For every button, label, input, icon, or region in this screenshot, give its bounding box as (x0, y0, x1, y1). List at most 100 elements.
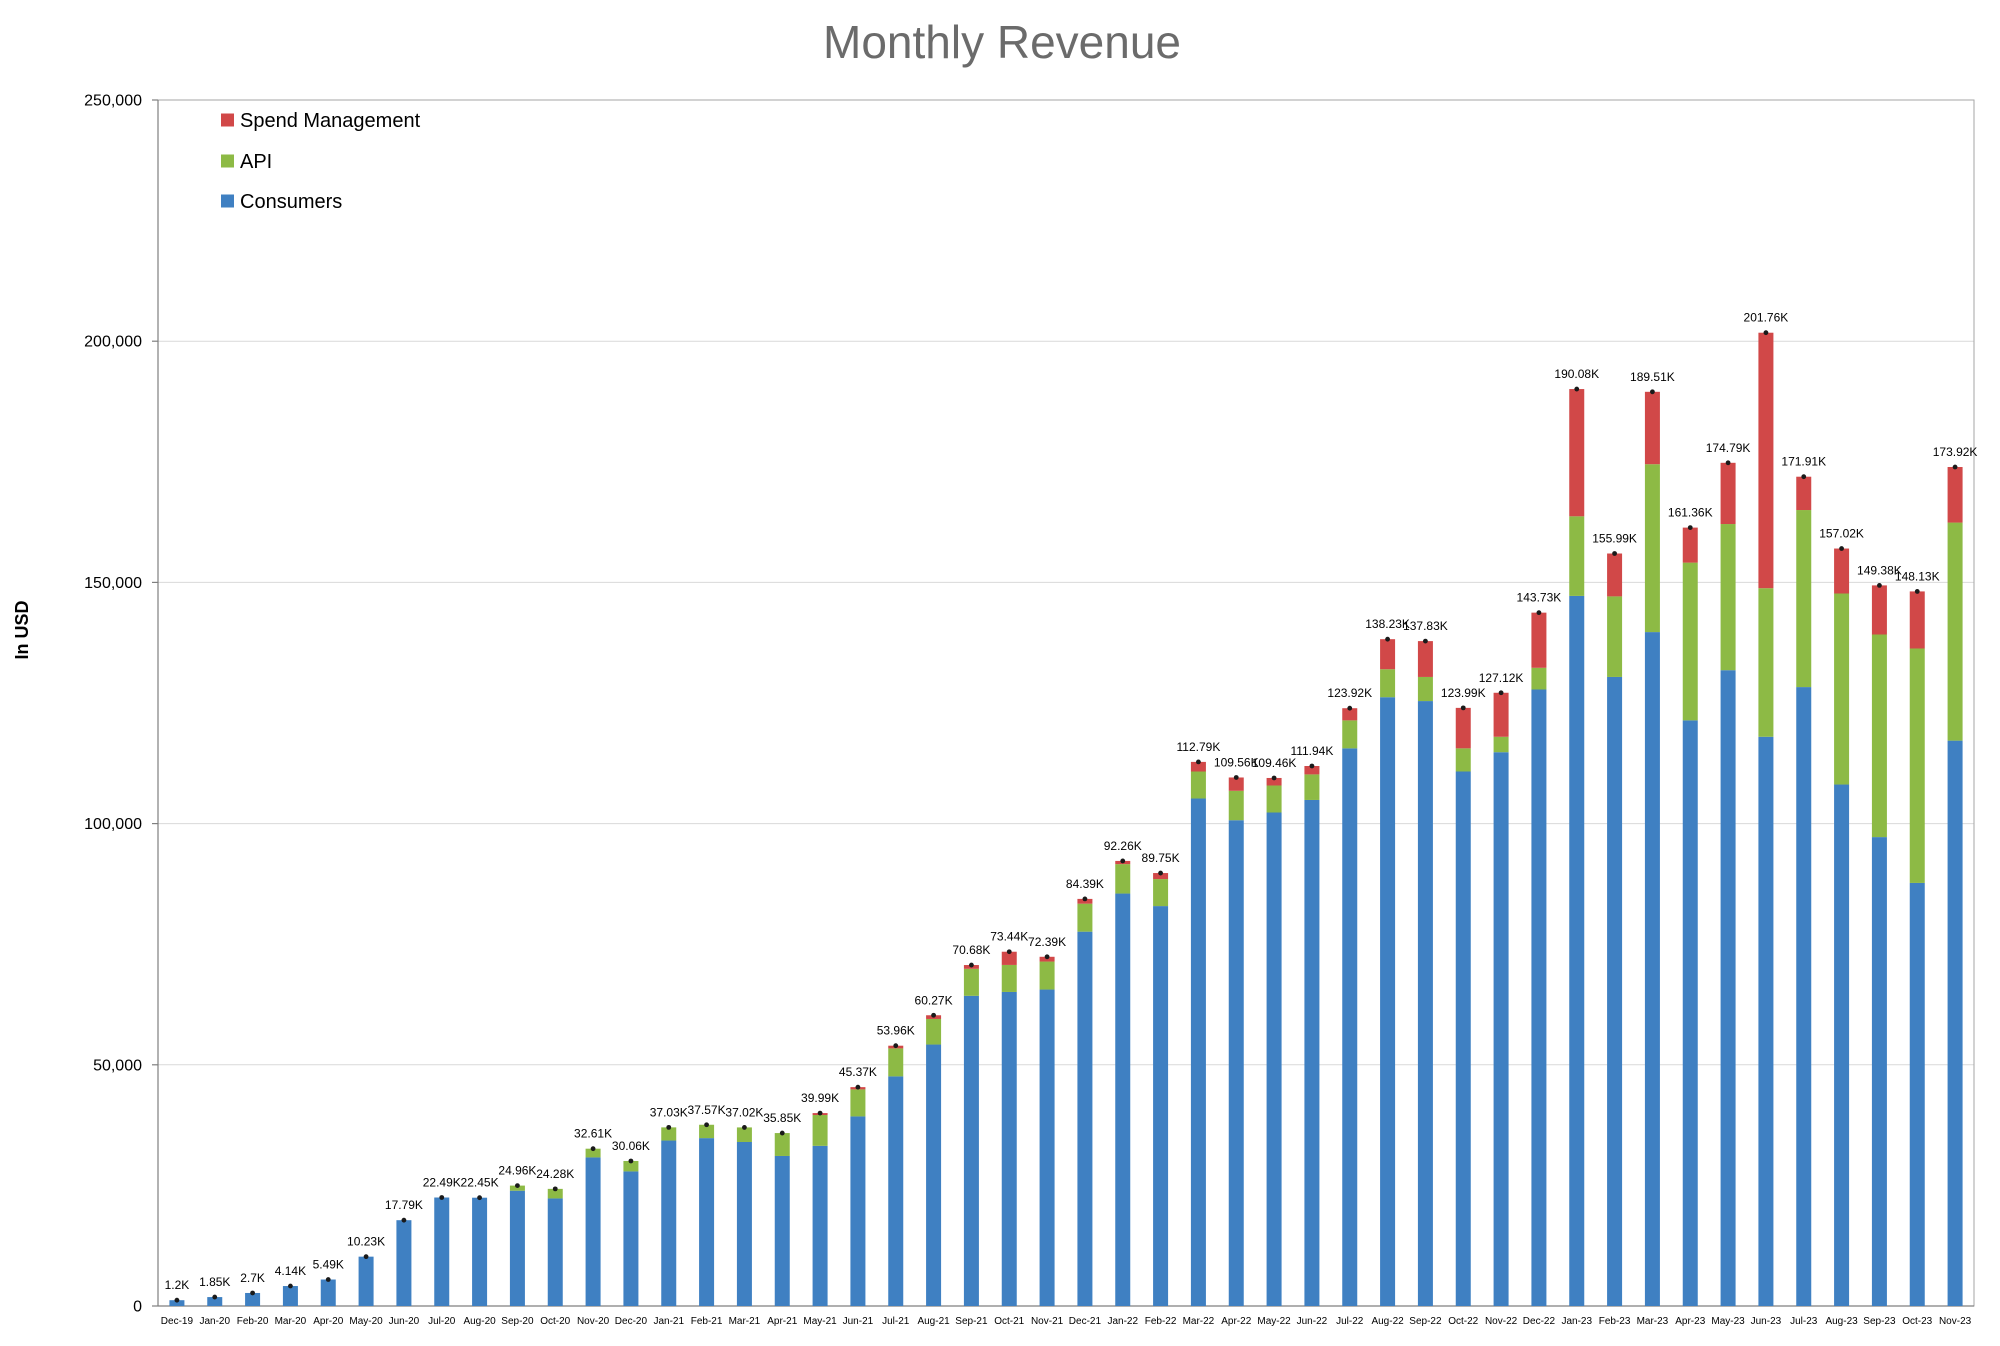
bar-api-oct-20 (547, 1188, 563, 1199)
bar-api-may-22 (1266, 785, 1282, 813)
total-marker-jan-23 (1574, 386, 1580, 392)
bar-api-may-21 (812, 1115, 828, 1146)
bar-consumers-apr-20 (320, 1279, 336, 1306)
bar-consumers-jun-20 (396, 1220, 412, 1306)
bar-api-aug-22 (1380, 669, 1396, 698)
bar-consumers-apr-21 (774, 1155, 790, 1306)
data-label-may-23: 174.79K (1706, 441, 1751, 455)
bar-api-nov-20 (585, 1148, 601, 1158)
data-label-jul-22: 123.92K (1327, 686, 1372, 700)
data-label-feb-23: 155.99K (1592, 532, 1637, 546)
bar-api-jun-21 (850, 1089, 866, 1117)
data-label-mar-23: 189.51K (1630, 370, 1675, 384)
data-label-jan-23: 190.08K (1554, 367, 1599, 381)
total-marker-aug-22 (1385, 636, 1390, 642)
legend-label-api: API (240, 151, 272, 173)
data-label-oct-23: 148.13K (1895, 569, 1940, 583)
data-label-sep-22: 137.83K (1403, 619, 1448, 633)
bar-api-mar-23 (1644, 464, 1660, 633)
total-marker-may-20 (363, 1254, 369, 1260)
x-tick-label-sep-23: Sep-23 (1863, 1316, 1896, 1327)
bar-consumers-jul-21 (888, 1076, 904, 1306)
x-tick-label-aug-22: Aug-22 (1371, 1316, 1404, 1327)
bar-spend-management-apr-22 (1228, 777, 1244, 791)
total-marker-jun-23 (1763, 330, 1769, 336)
bar-consumers-jan-23 (1569, 595, 1585, 1306)
data-label-feb-20: 2.7K (240, 1271, 265, 1285)
x-tick-label-mar-21: Mar-21 (729, 1316, 761, 1327)
bar-spend-management-may-22 (1266, 777, 1282, 786)
bar-consumers-feb-23 (1607, 676, 1623, 1306)
bar-api-oct-22 (1455, 748, 1471, 772)
y-tick-label-50000: 50,000 (93, 1057, 142, 1074)
x-tick-label-mar-20: Mar-20 (275, 1316, 307, 1327)
x-tick-label-sep-21: Sep-21 (955, 1316, 988, 1327)
x-tick-label-apr-21: Apr-21 (767, 1316, 797, 1327)
legend-swatch-api (221, 154, 234, 168)
bar-consumers-jun-23 (1758, 736, 1774, 1306)
y-tick-label-150000: 150,000 (84, 575, 142, 592)
bar-consumers-may-23 (1720, 670, 1736, 1306)
x-tick-label-oct-21: Oct-21 (994, 1316, 1024, 1327)
bar-spend-management-feb-23 (1607, 553, 1623, 597)
total-marker-mar-23 (1650, 389, 1655, 395)
total-marker-aug-23 (1839, 546, 1844, 551)
x-tick-label-nov-22: Nov-22 (1485, 1316, 1518, 1327)
bar-spend-management-jan-23 (1569, 389, 1585, 517)
legend-item-api: API (221, 151, 272, 173)
total-marker-dec-20 (628, 1158, 634, 1164)
x-tick-label-apr-20: Apr-20 (313, 1316, 343, 1327)
x-tick-label-oct-20: Oct-20 (540, 1316, 570, 1327)
bar-consumers-jun-22 (1304, 799, 1320, 1306)
total-marker-mar-21 (742, 1125, 747, 1130)
total-marker-oct-22 (1460, 705, 1466, 711)
total-marker-jan-22 (1120, 858, 1126, 864)
y-axis: 0 50,000 100,000 150,000 200,000 250,000 (84, 93, 158, 1316)
data-label-jul-20: 22.49K (423, 1176, 461, 1190)
total-marker-sep-23 (1877, 582, 1882, 588)
bar-consumers-apr-22 (1228, 820, 1244, 1306)
total-marker-apr-23 (1687, 525, 1693, 530)
legend: Spend Management API Consumers (221, 110, 421, 213)
x-tick-label-oct-23: Oct-23 (1902, 1316, 1932, 1327)
legend-item-spend-management: Spend Management (221, 110, 421, 132)
data-label-dec-19: 1.2K (165, 1278, 190, 1292)
y-tick-label-0: 0 (133, 1299, 142, 1316)
bar-spend-management-jun-23 (1758, 332, 1774, 589)
bar-consumers-jul-20 (434, 1197, 450, 1306)
data-label-nov-23: 173.92K (1933, 445, 1978, 459)
total-marker-aug-21 (931, 1012, 936, 1018)
total-marker-may-22 (1271, 775, 1277, 781)
data-label-jul-21: 53.96K (877, 1024, 915, 1038)
bar-api-sep-21 (963, 968, 979, 996)
total-marker-nov-23 (1952, 464, 1958, 470)
x-tick-label-jun-23: Jun-23 (1751, 1316, 1782, 1327)
total-marker-dec-19 (174, 1297, 180, 1303)
bar-consumers-nov-20 (585, 1157, 601, 1306)
bar-spend-management-sep-23 (1871, 585, 1887, 635)
bar-api-jul-23 (1796, 510, 1812, 688)
x-tick-label-mar-22: Mar-22 (1183, 1316, 1215, 1327)
bar-consumers-may-20 (358, 1256, 374, 1306)
x-tick-label-jul-20: Jul-20 (428, 1316, 456, 1327)
bar-consumers-aug-22 (1380, 697, 1396, 1306)
legend-swatch-spend-management (221, 113, 234, 127)
x-tick-label-aug-23: Aug-23 (1825, 1316, 1858, 1327)
bar-api-sep-22 (1417, 676, 1433, 702)
x-tick-label-jun-22: Jun-22 (1297, 1316, 1328, 1327)
data-label-feb-21: 37.57K (688, 1103, 726, 1117)
total-marker-mar-22 (1196, 759, 1201, 765)
y-tick-label-250000: 250,000 (84, 93, 142, 110)
total-marker-apr-20 (325, 1277, 331, 1282)
data-label-jun-23: 201.76K (1744, 311, 1789, 325)
data-label-nov-20: 32.61K (574, 1127, 612, 1141)
x-tick-label-sep-22: Sep-22 (1409, 1316, 1442, 1327)
total-marker-feb-20 (250, 1290, 255, 1296)
bar-spend-management-apr-23 (1682, 527, 1698, 563)
data-label-may-21: 39.99K (801, 1091, 839, 1105)
y-tick-label-100000: 100,000 (84, 816, 142, 833)
total-marker-jul-23 (1801, 474, 1807, 480)
bar-consumers-dec-20 (623, 1171, 639, 1306)
total-marker-jan-21 (666, 1124, 672, 1130)
